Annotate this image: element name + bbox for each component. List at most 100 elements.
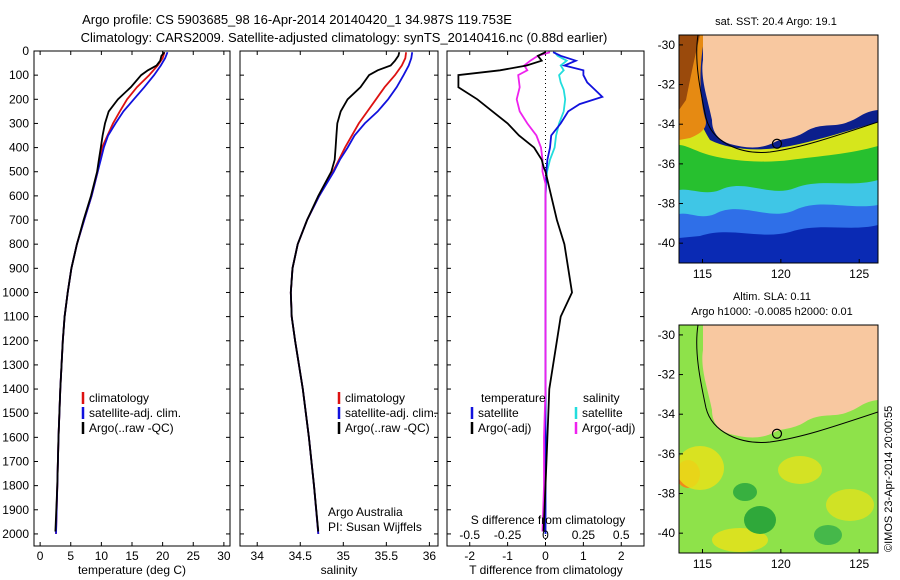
depth-tick-label: 1000 xyxy=(2,285,29,299)
sst-map-axes: 115 120 125 -30 -32 -34 -36 -38 -40 xyxy=(658,38,870,281)
temperature-x-tick-label: 0 xyxy=(37,549,44,563)
salinity-profiles xyxy=(289,51,414,534)
sst-map-lat-tick-label: -34 xyxy=(658,117,676,131)
sla-land xyxy=(702,325,878,438)
sla-green-eddy-1 xyxy=(744,506,776,534)
sst-land xyxy=(702,35,878,148)
salinity-panel: 34 34.5 35 35.5 36 salinity climatologysatel… xyxy=(239,50,439,577)
salinity-x-tick-label: 35.5 xyxy=(375,549,399,563)
temperature-x-tick-label: 10 xyxy=(95,549,109,563)
salinity-legend-label: satellite-adj. clim. xyxy=(345,406,437,420)
depth-tick-label: 1800 xyxy=(2,479,29,493)
temperature-depth-axis: 0 100 200 300 400 500 600 700 800 900 1000 1100 1200… xyxy=(2,44,230,541)
sla-map-lat-tick-label: -32 xyxy=(658,368,676,382)
sla-map-lon-tick-label: 115 xyxy=(693,557,712,571)
s-difference-tick-label: -0.25 xyxy=(494,528,522,542)
imos-credit: ©IMOS 23-Apr-2014 20:00:55 xyxy=(883,406,895,552)
depth-tick-label: 200 xyxy=(9,92,29,106)
depth-tick-label: 800 xyxy=(9,237,29,251)
depth-tick-label: 600 xyxy=(9,189,29,203)
sla-map-lat-tick-label: -36 xyxy=(658,447,676,461)
temperature-x-tick-label: 15 xyxy=(125,549,139,563)
s-difference-label: S difference from climatology xyxy=(471,513,626,527)
temperature-panel: 0100200300400500600700800900100011001200… xyxy=(2,44,231,577)
depth-tick-label: 1500 xyxy=(2,406,29,420)
temperature-profile-climatology xyxy=(55,51,166,534)
difference-panel: -2 -1 0 1 2 S difference from climatology -0… xyxy=(446,50,645,577)
depth-tick-label: 1300 xyxy=(2,358,29,372)
salinity-legend-label: Argo(..raw -QC) xyxy=(345,421,430,435)
sla-map-lon-tick-label: 120 xyxy=(771,557,791,571)
float-pi-label: PI: Susan Wijffels xyxy=(328,520,422,534)
salinity-profile-argo xyxy=(289,51,401,532)
temperature-diff-satellite xyxy=(544,51,605,534)
sla-yellow-patch-south xyxy=(712,528,768,552)
sla-green-eddy-2 xyxy=(733,483,757,501)
sst-map-lon-tick-label: 125 xyxy=(849,267,869,281)
depth-tick-label: 100 xyxy=(9,68,29,82)
sla-map-lat-tick-label: -38 xyxy=(658,487,676,501)
difference-x-tick-label: 2 xyxy=(618,549,625,563)
s-difference-tick-label: -0.5 xyxy=(459,528,480,542)
temperature-x-tick-label: 5 xyxy=(67,549,74,563)
sla-map-field xyxy=(679,325,878,553)
depth-tick-label: 1100 xyxy=(3,310,29,324)
sla-yellow-patch-east xyxy=(826,489,874,521)
temperature-x-tick-label: 25 xyxy=(187,549,201,563)
depth-tick-label: 1900 xyxy=(2,503,29,517)
temperature-x-label: temperature (deg C) xyxy=(78,563,186,577)
sst-map-lat-tick-label: -36 xyxy=(658,157,676,171)
s-difference-tick-label: 0.5 xyxy=(613,528,630,542)
depth-tick-label: 500 xyxy=(9,165,29,179)
s-difference-tick-label: 0 xyxy=(542,528,549,542)
figure-title-line-2: Climatology: CARS2009. Satellite-adjuste… xyxy=(81,30,608,45)
salinity-x-tick-label: 36 xyxy=(423,549,437,563)
salinity-x-axis: 34 34.5 35 35.5 36 xyxy=(251,51,437,563)
salinity-x-tick-label: 35 xyxy=(337,549,351,563)
sst-map-lat-tick-label: -32 xyxy=(658,78,676,92)
sst-map-lon-tick-label: 115 xyxy=(693,267,712,281)
difference-x-tick-label: 1 xyxy=(580,549,587,563)
sst-map-field xyxy=(679,35,878,263)
sla-map-subtitle: Argo h1000: -0.0085 h2000: 0.01 xyxy=(691,306,852,318)
salinity-plot-frame xyxy=(239,50,439,547)
difference-x-tick-label: -2 xyxy=(464,549,475,563)
sst-map-lon-tick-label: 120 xyxy=(771,267,791,281)
salinity-legend-label: climatology xyxy=(345,391,405,405)
difference-depth-ticks xyxy=(447,50,644,535)
depth-tick-label: 1600 xyxy=(2,430,29,444)
difference-profiles xyxy=(457,51,605,546)
temperature-legend-title: temperature xyxy=(481,391,546,405)
t-difference-label: T difference from climatology xyxy=(469,563,623,577)
sla-map-frame xyxy=(678,324,879,554)
depth-tick-label: 1700 xyxy=(2,454,29,468)
salinity-profile-climatology xyxy=(289,52,407,534)
salinity-diff-satellite xyxy=(544,51,569,534)
sst-hot-coastal xyxy=(679,35,700,110)
temperature-x-tick-label: 30 xyxy=(217,549,231,563)
salinity-x-label: salinity xyxy=(321,563,358,577)
depth-tick-label: 700 xyxy=(9,213,29,227)
sst-map-title: sat. SST: 20.4 Argo: 19.1 xyxy=(715,16,837,28)
temperature-plot-frame xyxy=(33,50,231,547)
sst-map-lat-tick-label: -40 xyxy=(658,236,676,250)
temperature-legend-label: Argo(..raw -QC) xyxy=(89,421,174,435)
sst-map-lat-tick-label: -30 xyxy=(658,38,676,52)
sst-map-lat-tick-label: -38 xyxy=(658,197,676,211)
float-program-label: Argo Australia xyxy=(328,505,403,519)
sst-argo-float-marker xyxy=(771,138,783,149)
difference-temperature-legend-label: Argo(-adj) xyxy=(478,421,531,435)
sla-map-lat-tick-label: -30 xyxy=(658,328,676,342)
sst-yellow-band xyxy=(679,75,878,162)
sst-coastline-contour xyxy=(696,35,878,153)
salinity-depth-ticks xyxy=(240,50,438,535)
difference-x-tick-label: 0 xyxy=(542,549,549,563)
sst-map-frame xyxy=(678,34,879,264)
sla-map-panel: Altim. SLA: 0.11 Argo h1000: -0.0085 h20… xyxy=(658,291,895,571)
salinity-x-tick-label: 34 xyxy=(251,549,265,563)
temperature-x-tick-label: 20 xyxy=(156,549,170,563)
temperature-x-axis: 0 5 10 15 20 25 30 xyxy=(37,51,231,563)
sla-green-eddy-3 xyxy=(814,525,842,545)
